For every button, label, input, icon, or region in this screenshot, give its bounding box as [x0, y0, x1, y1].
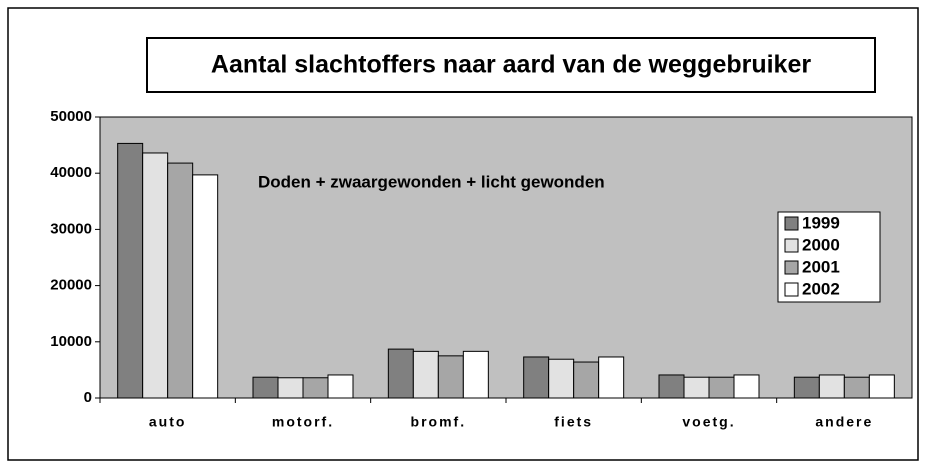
title-box	[146, 37, 876, 93]
x-tick-label: auto	[149, 414, 187, 430]
bar	[302, 377, 329, 399]
bar	[277, 377, 304, 399]
plot-area	[99, 116, 913, 399]
x-tick-label: voetg.	[682, 414, 735, 430]
y-tick-label: 40000	[50, 164, 92, 181]
legend-swatch	[784, 282, 799, 297]
annotation: Doden + zwaargewonden + licht gewonden	[258, 172, 605, 191]
bar	[733, 374, 760, 399]
legend-swatch	[784, 238, 799, 253]
legend-label: 2000	[802, 235, 840, 254]
bar	[818, 374, 845, 399]
bar	[598, 356, 625, 399]
bar	[573, 361, 600, 399]
bar	[412, 350, 439, 399]
x-tick-label: motorf.	[272, 414, 334, 430]
bar	[192, 174, 219, 399]
bar	[548, 358, 575, 399]
chart-title: Aantal slachtoffers naar aard van de weg…	[211, 51, 811, 79]
bar	[117, 142, 144, 399]
y-tick-label: 50000	[50, 108, 92, 125]
y-tick-label: 30000	[50, 220, 92, 237]
bar	[252, 376, 279, 399]
bar	[843, 376, 870, 399]
legend-label: 2002	[802, 279, 840, 298]
x-tick-label: fiets	[554, 414, 593, 430]
x-tick-label: bromf.	[411, 414, 467, 430]
bar	[462, 350, 489, 399]
legend-label: 1999	[802, 213, 840, 232]
bar	[868, 374, 895, 399]
bar	[793, 376, 820, 399]
bar	[327, 374, 354, 399]
legend-swatch	[784, 216, 799, 231]
legend-swatch	[784, 260, 799, 275]
bar	[142, 152, 169, 399]
bar	[708, 376, 735, 399]
bar	[683, 376, 710, 399]
bar	[523, 356, 550, 399]
bar	[437, 355, 464, 399]
y-tick-label: 10000	[50, 333, 92, 350]
y-tick-label: 20000	[50, 277, 92, 294]
bar	[387, 348, 414, 399]
bar	[167, 162, 194, 399]
bar	[658, 374, 685, 399]
y-tick-label: 0	[84, 389, 92, 406]
legend-label: 2001	[802, 257, 840, 276]
x-tick-label: andere	[815, 414, 873, 430]
